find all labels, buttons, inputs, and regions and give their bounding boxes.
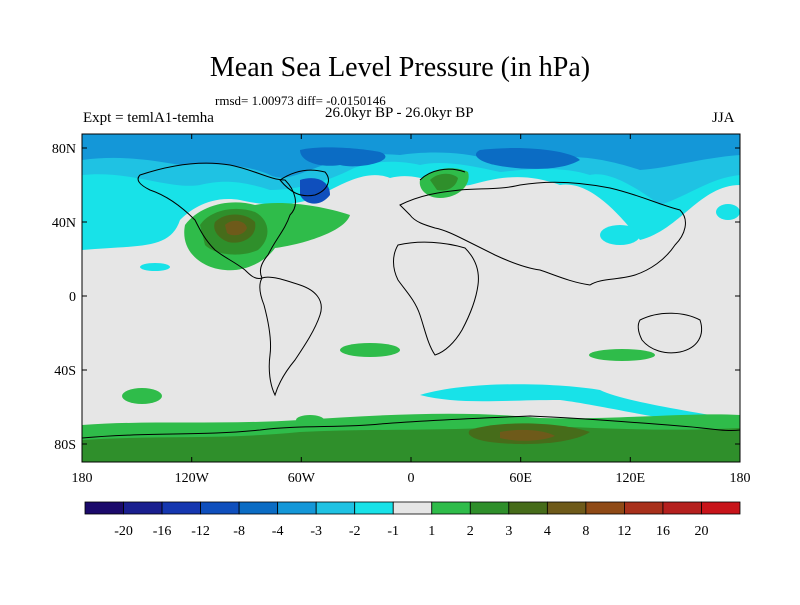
lon-tick-label: 60E bbox=[509, 471, 532, 486]
colorbar-label: -12 bbox=[191, 524, 210, 539]
negative-patch-2 bbox=[600, 225, 640, 245]
australia-coast bbox=[637, 312, 703, 354]
colorbar-swatch bbox=[238, 501, 279, 515]
lon-tick-label: 0 bbox=[408, 471, 415, 486]
colorbar-swatch bbox=[277, 501, 317, 515]
longitude-axis: 180 120W 60W 0 60E 120E 180 bbox=[72, 134, 751, 486]
colorbar-swatch bbox=[123, 501, 163, 515]
negative-region-6 bbox=[300, 178, 330, 204]
colorbar-swatch bbox=[84, 501, 124, 515]
colorbar-label: -2 bbox=[349, 524, 361, 539]
experiment-label: Expt = temlA1-temha bbox=[83, 110, 214, 126]
colorbar-label: 4 bbox=[544, 524, 551, 539]
positive-patch-3 bbox=[122, 388, 162, 404]
lon-tick-label: 180 bbox=[730, 471, 751, 486]
season-label: JJA bbox=[712, 110, 735, 126]
negative-patch-3 bbox=[716, 204, 740, 220]
colorbar-label: 1 bbox=[428, 524, 435, 539]
colorbar-swatch bbox=[392, 501, 433, 515]
lat-tick-label: 80N bbox=[52, 142, 76, 157]
colorbar-swatch bbox=[662, 501, 702, 515]
colorbar-label: -16 bbox=[153, 524, 172, 539]
negative-patch-1 bbox=[140, 263, 170, 271]
latitude-axis: 80N 40N 0 40S 80S bbox=[52, 142, 740, 453]
negative-region-3 bbox=[82, 134, 740, 178]
lon-tick-label: 60W bbox=[288, 471, 316, 486]
lat-tick-label: 80S bbox=[54, 438, 76, 453]
lon-tick-label: 120W bbox=[175, 471, 210, 486]
positive-patch-2 bbox=[589, 349, 655, 361]
colorbar-label: 16 bbox=[656, 524, 670, 539]
colorbar-label: -4 bbox=[272, 524, 284, 539]
negative-region-7 bbox=[420, 384, 740, 430]
scandinavia-coast bbox=[419, 168, 466, 181]
colorbar-label: -8 bbox=[233, 524, 245, 539]
map-title: Mean Sea Level Pressure (in hPa) bbox=[209, 52, 591, 83]
colorbar-swatch bbox=[624, 501, 664, 515]
colorbar-label: -20 bbox=[114, 524, 133, 539]
antarctica-coast bbox=[82, 415, 740, 439]
colorbar-swatch bbox=[469, 501, 510, 515]
stats-label: rmsd= 1.00973 diff= -0.0150146 bbox=[215, 93, 386, 108]
pressure-anomaly-field bbox=[82, 134, 740, 462]
colorbar: -20 -16 -12 -8 -4 -3 -2 -1 1 2 3 4 8 12 16 20 bbox=[84, 501, 741, 539]
positive-region-8 bbox=[225, 220, 247, 236]
colorbar-label: 8 bbox=[582, 524, 589, 539]
colorbar-label: 20 bbox=[694, 524, 708, 539]
colorbar-swatch bbox=[508, 501, 548, 515]
colorbar-label: 2 bbox=[467, 524, 474, 539]
positive-patch-1 bbox=[340, 343, 400, 357]
colorbar-swatch bbox=[161, 501, 201, 515]
colorbar-label: -3 bbox=[310, 524, 322, 539]
positive-region-10 bbox=[430, 173, 458, 191]
positive-patch-4 bbox=[296, 415, 324, 425]
greenland-coast bbox=[279, 169, 329, 197]
colorbar-swatch bbox=[431, 501, 471, 515]
lat-tick-label: 40S bbox=[54, 364, 76, 379]
positive-region-4 bbox=[500, 429, 555, 441]
lat-tick-label: 40N bbox=[52, 216, 76, 231]
coastlines bbox=[82, 162, 740, 439]
negative-region-4 bbox=[300, 147, 386, 167]
south-america-coast bbox=[259, 276, 322, 397]
lon-tick-label: 120E bbox=[616, 471, 646, 486]
period-label: 26.0kyr BP - 26.0kyr BP bbox=[325, 105, 474, 121]
colorbar-swatch bbox=[546, 501, 587, 515]
colorbar-swatch bbox=[354, 501, 394, 515]
colorbar-label: 12 bbox=[617, 524, 631, 539]
eurasia-coast bbox=[399, 181, 686, 286]
colorbar-label: 3 bbox=[505, 524, 512, 539]
colorbar-swatch bbox=[585, 501, 625, 515]
colorbar-swatch bbox=[701, 501, 741, 515]
lon-tick-label: 180 bbox=[72, 471, 93, 486]
lat-tick-label: 0 bbox=[69, 290, 76, 305]
negative-region-5 bbox=[475, 148, 580, 169]
colorbar-swatch bbox=[200, 501, 240, 515]
colorbar-label: -1 bbox=[387, 524, 399, 539]
colorbar-swatch bbox=[315, 501, 356, 515]
africa-coast bbox=[393, 241, 479, 356]
